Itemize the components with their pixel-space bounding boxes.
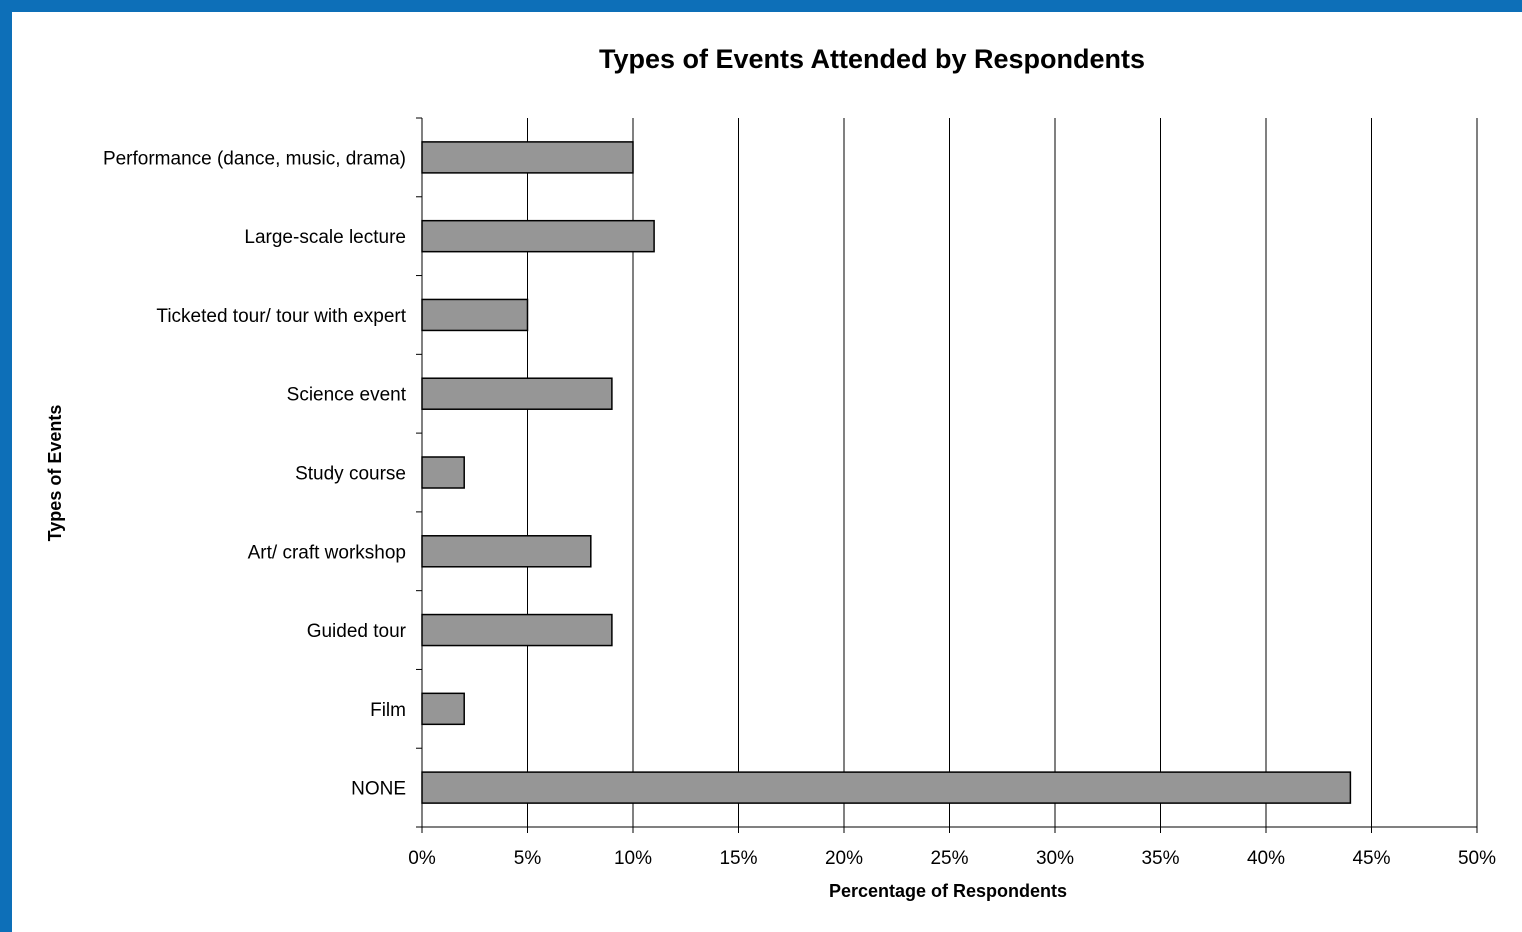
category-label: Performance (dance, music, drama) bbox=[103, 148, 406, 169]
x-tick-label: 30% bbox=[1036, 848, 1074, 869]
x-tick-label: 20% bbox=[825, 848, 863, 869]
bar bbox=[421, 298, 529, 332]
bar bbox=[421, 535, 592, 568]
category-label: Art/ craft workshop bbox=[248, 542, 406, 563]
bar bbox=[421, 613, 613, 647]
category-label: Study course bbox=[295, 464, 406, 485]
category-label: Science event bbox=[287, 385, 407, 406]
x-tick-label: 15% bbox=[719, 848, 757, 869]
bar bbox=[421, 377, 613, 410]
x-tick-label: 45% bbox=[1352, 848, 1390, 869]
x-tick-label: 5% bbox=[514, 848, 542, 869]
category-label: Ticketed tour/ tour with expert bbox=[156, 306, 406, 327]
x-tick-labels: 0% 5% 10% 15% 20% 25% 30% 35% 40% 45% 50% bbox=[408, 848, 1496, 869]
category-label: NONE bbox=[351, 779, 406, 800]
y-axis-title: Types of Events bbox=[45, 405, 65, 542]
gridlines bbox=[527, 118, 1478, 827]
window-frame-left bbox=[0, 0, 12, 932]
bar bbox=[421, 141, 634, 174]
x-axis-title: Percentage of Respondents bbox=[829, 881, 1067, 901]
bars bbox=[421, 141, 1352, 804]
chart-title: Types of Events Attended by Respondents bbox=[599, 44, 1145, 74]
category-labels: Performance (dance, music, drama) Large-s… bbox=[103, 148, 407, 799]
x-tick-label: 10% bbox=[614, 848, 652, 869]
category-label: Film bbox=[370, 700, 406, 721]
category-label: Large-scale lecture bbox=[244, 227, 406, 248]
bar bbox=[421, 219, 655, 253]
x-tick-label: 0% bbox=[408, 848, 436, 869]
x-tick-label: 50% bbox=[1458, 848, 1496, 869]
window-frame-top bbox=[0, 0, 1522, 12]
x-tick-label: 40% bbox=[1247, 848, 1285, 869]
x-tick-label: 25% bbox=[930, 848, 968, 869]
bar bbox=[421, 771, 1352, 804]
category-label: Guided tour bbox=[307, 621, 407, 642]
axes bbox=[416, 117, 1478, 833]
bar bbox=[421, 692, 465, 726]
x-tick-label: 35% bbox=[1141, 848, 1179, 869]
bar bbox=[421, 456, 465, 489]
